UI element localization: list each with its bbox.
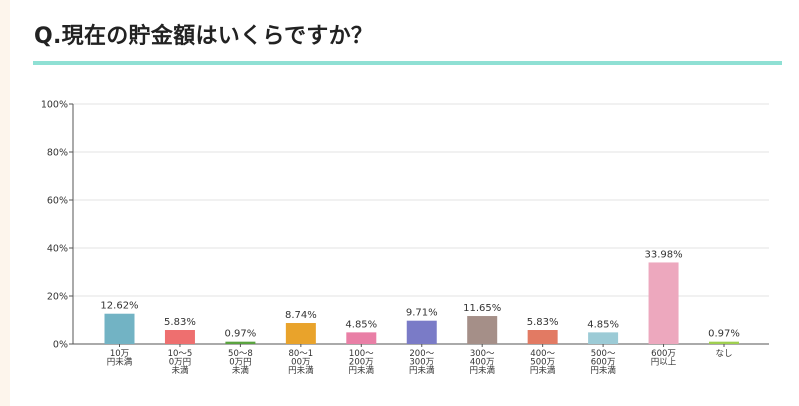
title-underline [33, 61, 782, 65]
bar [285, 323, 316, 344]
data-label: 0.97% [225, 329, 257, 340]
x-tick-label: 200～ [409, 349, 434, 359]
data-label: 9.71% [406, 308, 438, 319]
x-tick-label: 500～ [591, 349, 616, 359]
y-tick-label: 80% [47, 148, 68, 159]
data-label: 8.74% [285, 310, 317, 321]
x-tick-label: 00万 [291, 358, 310, 368]
bar [225, 341, 256, 344]
bar [346, 332, 377, 344]
bar [406, 320, 437, 344]
x-tick-label: 600万 [651, 349, 676, 359]
data-label: 4.85% [345, 319, 377, 330]
bar [527, 330, 558, 344]
data-label: 33.98% [644, 249, 682, 260]
x-tick-label: 円未満 [590, 365, 616, 376]
data-label: 5.83% [164, 317, 196, 328]
x-tick-label: 500万 [530, 358, 555, 368]
x-tick-label: 10万 [110, 349, 129, 359]
y-tick-label: 20% [47, 292, 68, 303]
x-tick-label: 円未満 [530, 365, 556, 376]
bar [467, 316, 498, 344]
x-tick-label: 未満 [171, 365, 189, 376]
y-tick-label: 40% [47, 244, 68, 255]
x-tick-label: 80～1 [288, 349, 313, 359]
data-label: 0.97% [708, 329, 740, 340]
x-tick-label: なし [715, 349, 732, 359]
x-tick-label: 300万 [409, 358, 434, 368]
x-tick-label: 0万円 [169, 358, 191, 368]
x-tick-label: 未満 [232, 365, 250, 376]
x-tick-label: 円未満 [469, 365, 495, 376]
data-label: 5.83% [527, 317, 559, 328]
x-tick-label: 円未満 [288, 365, 314, 376]
x-tick-label: 0万円 [229, 358, 251, 368]
x-tick-label: 円未満 [409, 365, 435, 376]
x-tick-label: 600万 [591, 358, 616, 368]
data-label: 11.65% [463, 303, 501, 314]
y-tick-label: 0% [53, 340, 68, 351]
x-tick-label: 10～5 [168, 349, 193, 359]
x-tick-label: 円未満 [349, 365, 375, 376]
x-tick-label: 200万 [349, 358, 374, 368]
x-tick-label: 300～ [470, 349, 495, 359]
x-tick-label: 400万 [470, 358, 495, 368]
x-tick-label: 400～ [530, 349, 555, 359]
x-tick-label: 50～8 [228, 349, 253, 359]
bar [588, 332, 619, 344]
y-tick-label: 100% [41, 100, 68, 111]
bar [164, 330, 195, 344]
x-tick-label: 円未満 [107, 357, 133, 368]
bar [648, 262, 679, 344]
bar [709, 341, 739, 344]
bar [104, 313, 135, 344]
data-label: 4.85% [587, 319, 619, 330]
left-margin-strip [0, 0, 10, 406]
x-tick-label: 100～ [349, 349, 374, 359]
y-tick-label: 60% [47, 196, 68, 207]
x-tick-label: 円以上 [651, 358, 677, 368]
page-title: Q.現在の貯金額はいくらですか？ [34, 24, 374, 49]
data-label: 12.62% [100, 301, 138, 312]
